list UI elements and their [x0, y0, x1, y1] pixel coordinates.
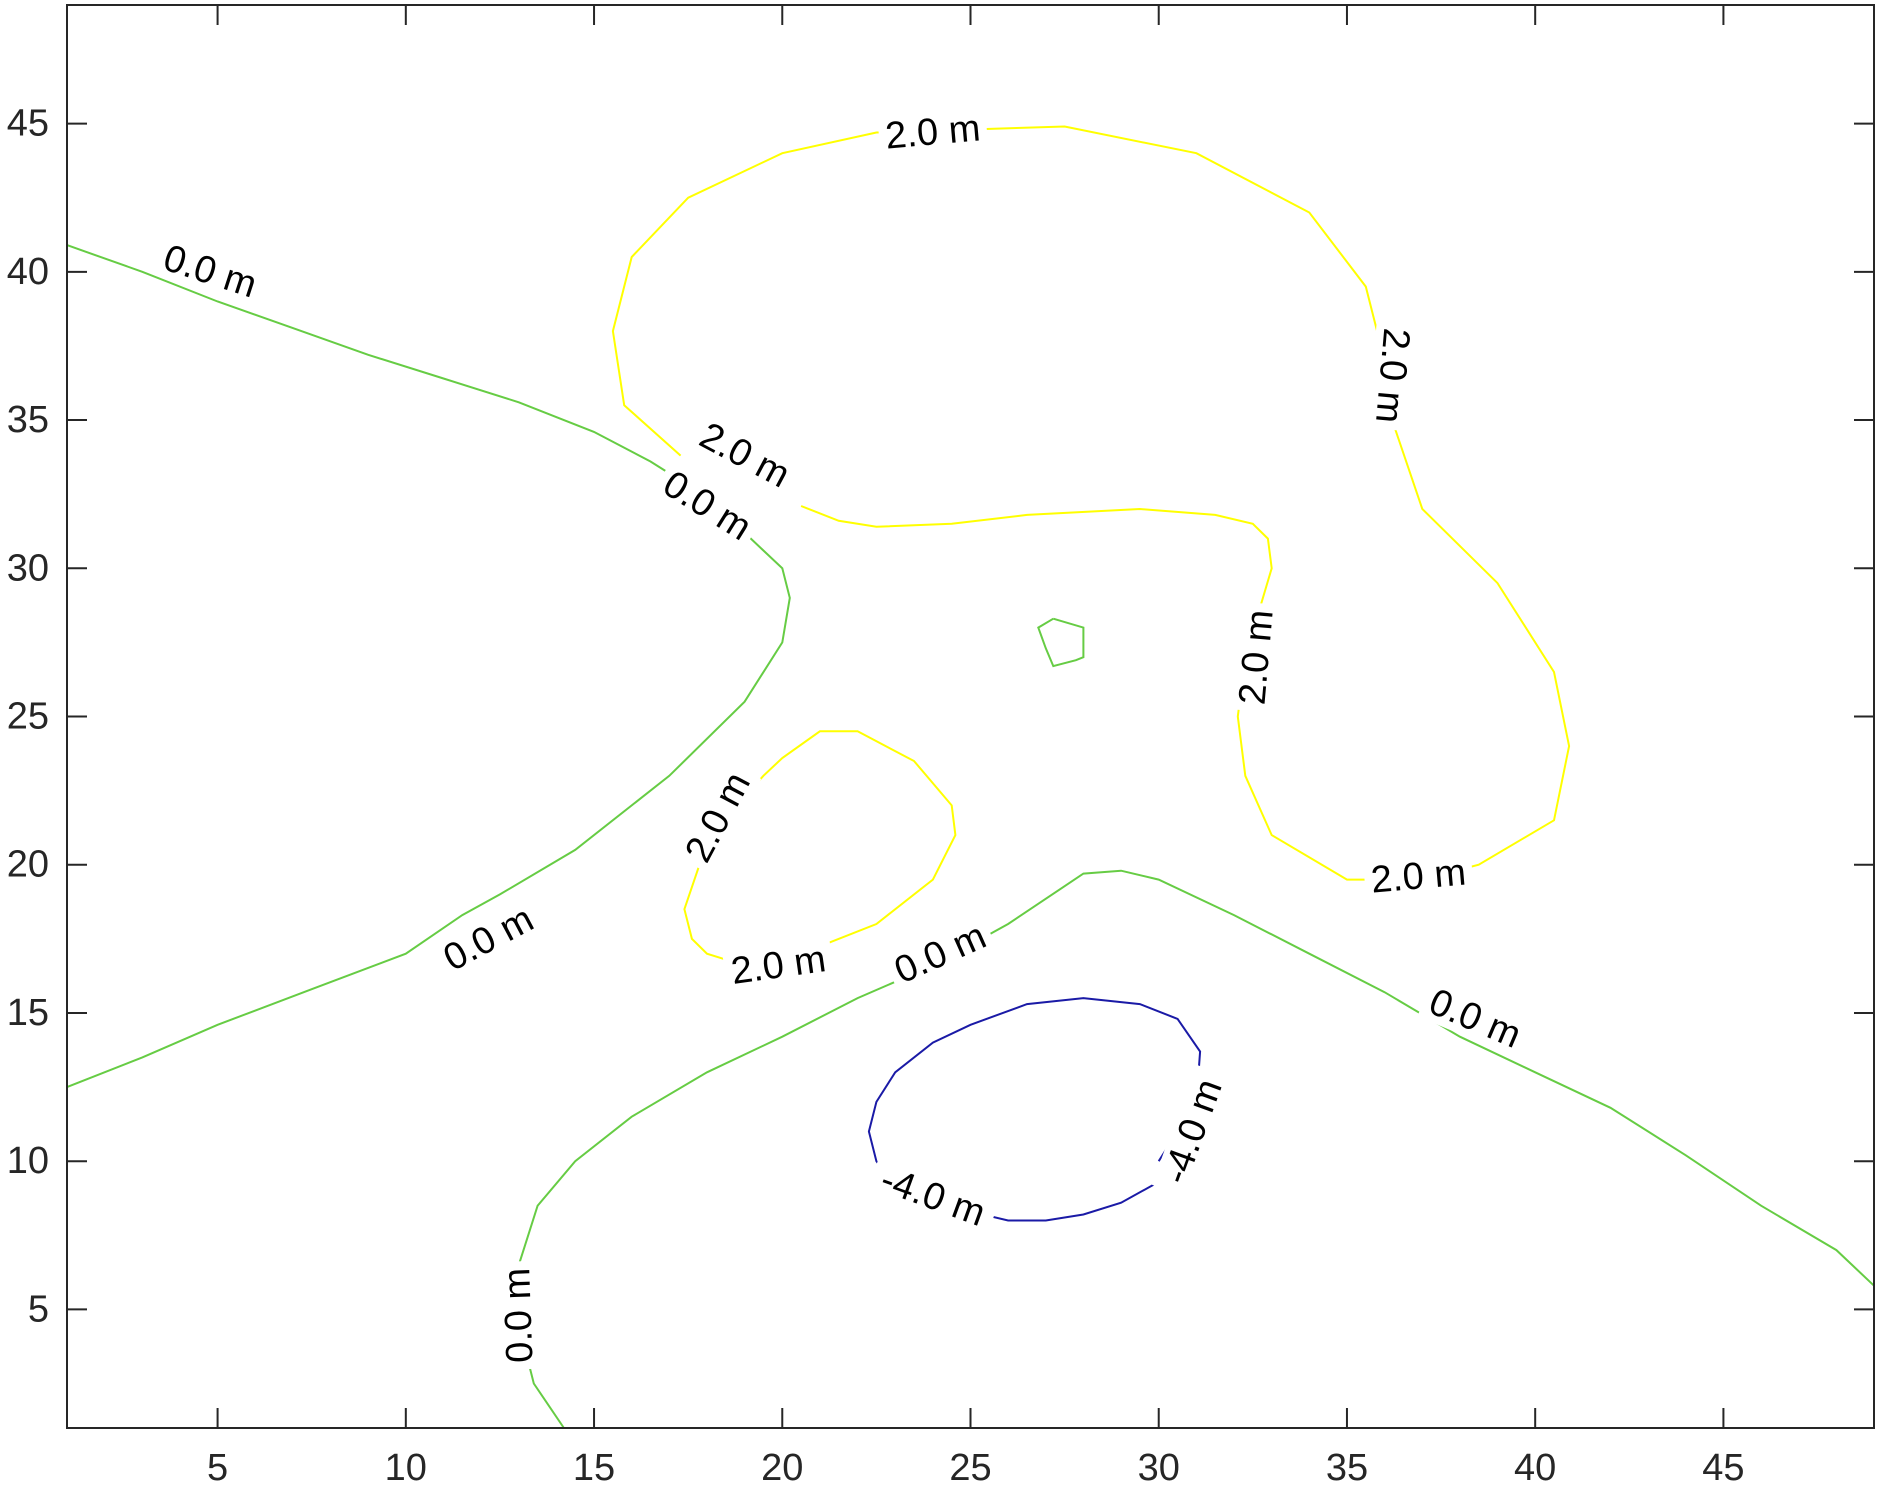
contour-label-mask — [1362, 851, 1475, 902]
y-tick-label: 5 — [28, 1288, 49, 1330]
contour-label-mask — [152, 236, 268, 308]
x-tick-label: 35 — [1326, 1447, 1368, 1489]
x-tick-label: 45 — [1702, 1447, 1744, 1489]
contour-label-mask — [1417, 979, 1533, 1059]
contour-line-level-1-0 — [66, 244, 791, 1089]
contour-label-mask — [650, 460, 764, 552]
contour-line-level-0-0 — [611, 125, 1571, 881]
x-tick-label: 15 — [573, 1447, 615, 1489]
contour-label: 2.0 m — [1232, 608, 1282, 706]
y-tick-label: 10 — [7, 1140, 49, 1182]
y-tick-label: 35 — [7, 399, 49, 441]
contour-line-level-1-1 — [517, 869, 1875, 1429]
contour-label: 2.0 m — [884, 107, 982, 157]
contour-label: 2.0 m — [1367, 326, 1417, 424]
contour-label-mask — [877, 107, 989, 158]
contour-label-mask — [722, 938, 835, 993]
y-tick-label: 25 — [7, 696, 49, 738]
contour-label-mask — [496, 1260, 541, 1371]
y-tick-label: 45 — [7, 103, 49, 145]
contour-label-mask — [1231, 601, 1282, 713]
x-tick-label: 20 — [761, 1447, 803, 1489]
contour-label-mask — [882, 913, 998, 994]
contour-label-mask — [1367, 320, 1417, 432]
axis-ticks: 5 10 15 20 25 30 35 40 45 5 10 15 20 25 30 35 40 45 — [7, 5, 1874, 1489]
contour-label-mask — [1151, 1064, 1234, 1199]
contour-label-mask — [865, 1156, 1000, 1238]
contour-lines — [66, 125, 1875, 1429]
x-tick-label: 10 — [385, 1447, 427, 1489]
contour-label: 0.0 m — [496, 1267, 541, 1363]
x-tick-label: 25 — [949, 1447, 991, 1489]
contour-label-mask — [687, 412, 802, 499]
contour-line-level-1-2 — [1037, 617, 1085, 668]
contour-label: 2.0 m — [1369, 852, 1467, 902]
y-tick-label: 40 — [7, 251, 49, 293]
y-tick-label: 20 — [7, 844, 49, 886]
contour-label-mask — [431, 895, 546, 982]
x-tick-label: 5 — [207, 1447, 228, 1489]
contour-line-level-2-0 — [867, 997, 1202, 1222]
contour-label-mask — [675, 760, 762, 875]
y-tick-label: 15 — [7, 992, 49, 1034]
x-tick-label: 40 — [1514, 1447, 1556, 1489]
y-tick-label: 30 — [7, 547, 49, 589]
contour-line-level-0-1 — [683, 730, 957, 961]
x-tick-label: 30 — [1138, 1447, 1180, 1489]
